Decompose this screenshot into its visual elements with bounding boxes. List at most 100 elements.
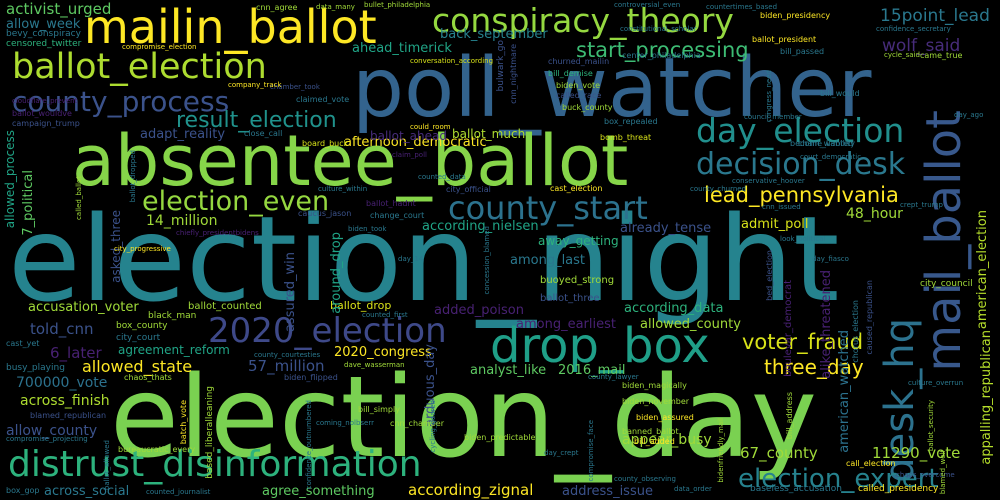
word: chaos_overcome — [896, 471, 955, 479]
word: ballot_drop — [330, 299, 392, 312]
word: ballot_hadnt — [366, 199, 416, 208]
word: among_last — [510, 253, 586, 268]
word: 2020_election — [208, 311, 447, 351]
word: allowed_state — [82, 357, 193, 376]
word: day_ago — [954, 111, 984, 119]
word: assured_win — [283, 252, 298, 333]
word: election_night — [8, 190, 840, 328]
word: came_true — [920, 51, 963, 60]
word: according_data — [624, 301, 724, 316]
word: drop_box — [490, 318, 710, 374]
word: address_issue — [562, 484, 653, 499]
word: counted_journalist — [146, 488, 211, 496]
word: compromise_election — [122, 43, 197, 51]
word: claimed_vote — [296, 95, 350, 104]
word: company_track — [228, 81, 282, 89]
word: bullet_philadelphia — [364, 1, 431, 9]
word: called_presidency — [858, 484, 939, 494]
word: board_buck — [302, 139, 349, 148]
word: bill_would — [820, 89, 860, 98]
word: county_churned — [690, 185, 747, 193]
word: around_drop — [329, 232, 344, 314]
word: chamber_took — [270, 83, 320, 91]
word: added_poison — [434, 303, 525, 318]
word: 67_county — [740, 444, 818, 462]
word: ballot_allowed — [103, 440, 111, 491]
word: call_election — [846, 459, 896, 468]
word: bidenfriendly_mail — [717, 418, 725, 483]
word: ballot_election — [12, 47, 267, 87]
word: box_repealed — [604, 117, 658, 126]
word: american_election — [975, 210, 990, 330]
word: claim_poll — [392, 151, 427, 159]
word: become_liability — [790, 139, 855, 148]
word: absentee_ballot — [72, 120, 629, 202]
word: decision_desk — [696, 147, 906, 182]
word: lead_pennsylvania — [704, 183, 899, 207]
word: bed_election — [765, 250, 774, 301]
word: bulwark_go — [496, 40, 506, 92]
word: agree_something — [262, 484, 375, 499]
word: voter_fraud — [742, 330, 864, 354]
word: buoyed_strong — [540, 275, 615, 286]
word: congress_need — [765, 70, 773, 123]
word: conservative_hoover — [732, 177, 805, 185]
word: banned_ballot — [622, 427, 679, 436]
word: ballot_ahead — [370, 129, 447, 143]
word: city_official — [446, 185, 491, 194]
word: cnn_issued — [762, 203, 801, 211]
word: bill_added — [634, 437, 675, 446]
word: change_court — [370, 211, 425, 220]
word: boulevar_democrat — [783, 280, 794, 377]
word: accusation_voter — [28, 300, 139, 315]
word: cycle_said — [884, 51, 920, 59]
word: could_room — [410, 123, 451, 131]
word: ballot_security — [927, 400, 935, 452]
word: bill_address — [785, 392, 794, 440]
word: bill_passed — [780, 47, 825, 56]
word: day_fiasco — [812, 255, 849, 263]
word: county_process — [12, 85, 230, 118]
word: bill_simply — [358, 405, 400, 414]
word: election_even — [142, 186, 330, 217]
word: culture_within — [318, 185, 368, 193]
word: american_watched — [837, 330, 852, 453]
word: ballot_wouldve — [12, 109, 72, 118]
word: called_race — [556, 91, 602, 100]
word: coming_nolbserr — [316, 419, 374, 427]
word: 700000_vote — [16, 375, 108, 391]
word: wolf_said — [882, 36, 961, 56]
word: bureaucratic_every — [118, 445, 196, 454]
word: across_social — [44, 484, 130, 499]
word: 15point_lead — [880, 6, 990, 26]
word: crept_trump — [900, 201, 943, 209]
word: allow_county — [6, 423, 98, 439]
word: appalling_republican — [979, 330, 994, 465]
word: biden_took — [348, 225, 387, 233]
word: compromise_projecting — [6, 435, 88, 443]
word: election_expert — [738, 464, 939, 494]
word: countertimes_based — [706, 3, 778, 11]
word: conspiracy_theory — [432, 1, 734, 40]
word: away_getting — [538, 234, 619, 248]
word: batch_vote — [179, 400, 188, 445]
word: ballot_president — [752, 35, 817, 44]
word: according_nielsen — [422, 219, 539, 234]
word: told_cnn — [30, 320, 94, 338]
word: confidence_outnumbered — [305, 400, 313, 490]
word: cast_election — [550, 184, 603, 193]
word: 57_million — [248, 357, 325, 375]
word: election_day — [110, 353, 818, 483]
word: close_call — [244, 129, 283, 138]
word: 2020_congress — [334, 345, 432, 360]
word: already_tense — [620, 221, 712, 236]
word: admit_poll — [741, 217, 809, 232]
word: biden_presidency — [760, 11, 831, 20]
word: among_earliest — [516, 317, 616, 332]
word: cycling_geared — [429, 400, 437, 453]
word: look_political — [780, 235, 826, 243]
word: dave_wasserman — [344, 361, 405, 369]
word: called_ballot — [75, 176, 83, 220]
word: 2016_mail — [558, 363, 626, 378]
word: county_start — [448, 189, 648, 227]
